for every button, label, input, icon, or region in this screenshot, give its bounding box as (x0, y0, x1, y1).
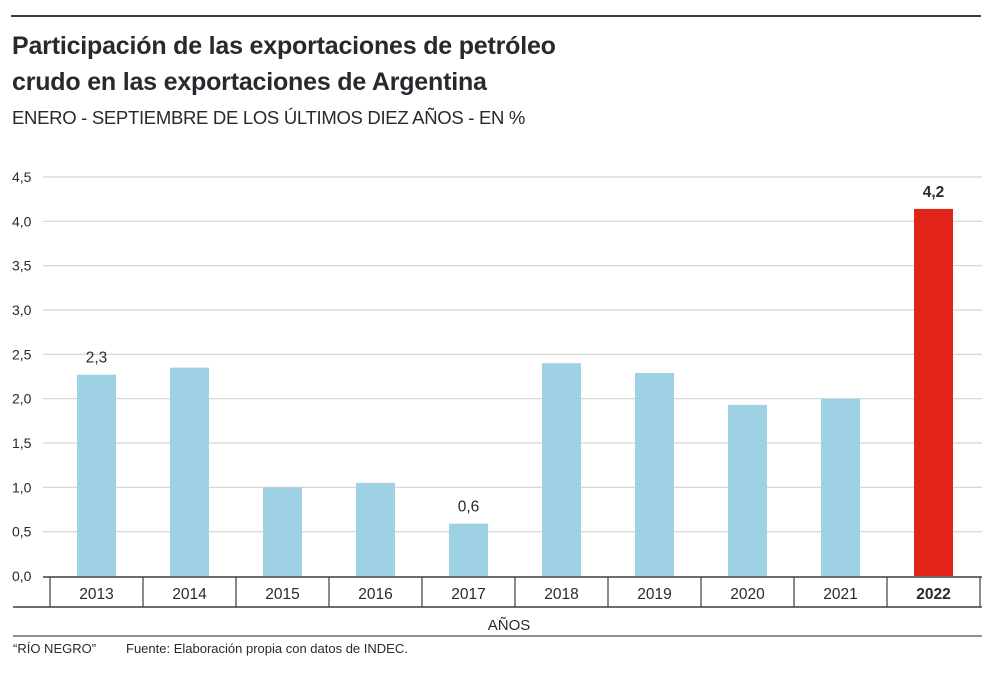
y-tick-label: 3,5 (12, 258, 32, 274)
bar-2022 (914, 208, 953, 577)
bar-2015 (263, 487, 302, 576)
y-tick-label: 4,0 (12, 213, 32, 229)
y-tick-label: 2,5 (12, 346, 32, 362)
bar-2016 (356, 482, 395, 576)
bar-2014 (170, 367, 209, 576)
x-tick-label-2020: 2020 (730, 586, 765, 603)
credit-text: “RÍO NEGRO” (13, 641, 97, 656)
bar-2020 (728, 404, 767, 576)
y-tick-label: 0,0 (12, 568, 32, 584)
x-tick-label-2019: 2019 (637, 586, 671, 603)
chart-title-line-2: crudo en las exportaciones de Argentina (12, 68, 487, 96)
x-tick-label-2022: 2022 (916, 586, 950, 603)
x-tick-label-2016: 2016 (358, 586, 392, 603)
y-tick-label: 1,0 (12, 479, 32, 495)
y-tick-label: 2,0 (12, 391, 32, 407)
bar-2018 (542, 363, 581, 576)
data-label-2022: 4,2 (923, 184, 945, 201)
bars (77, 208, 953, 577)
x-tick-label-2014: 2014 (172, 586, 207, 603)
source-text: Fuente: Elaboración propia con datos de … (126, 641, 408, 656)
x-axis-title: AÑOS (488, 617, 531, 634)
data-labels: 2,3 0,6 4,2 (86, 184, 945, 516)
top-rule (11, 15, 981, 17)
x-tick-label-2013: 2013 (79, 586, 113, 603)
data-label-2013: 2,3 (86, 350, 108, 367)
y-tick-label: 3,0 (12, 302, 32, 318)
y-tick-label: 0,5 (12, 524, 32, 540)
chart-title-line-1: Participación de las exportaciones de pe… (12, 32, 556, 60)
x-tick-label-2015: 2015 (265, 586, 299, 603)
bar-2017 (449, 523, 488, 576)
bar-2019 (635, 372, 674, 576)
x-tick-label-2021: 2021 (823, 586, 857, 603)
y-axis-ticks: 0,0 0,5 1,0 1,5 2,0 2,5 3,0 3,5 4,0 4,5 (12, 169, 32, 584)
bar-2021 (821, 398, 860, 576)
y-tick-label: 4,5 (12, 169, 32, 185)
chart-title: Participación de las exportaciones de pe… (12, 28, 912, 100)
x-tick-label-2017: 2017 (451, 586, 485, 603)
x-tick-label-2018: 2018 (544, 586, 578, 603)
data-label-2017: 0,6 (458, 499, 480, 516)
x-axis: 2013 2014 2015 2016 2017 2018 2019 2020 2021 2022… (13, 576, 982, 637)
chart-subtitle: ENERO - SEPTIEMBRE DE LOS ÚLTIMOS DIEZ A… (12, 107, 526, 128)
bar-2013 (77, 374, 116, 576)
y-tick-label: 1,5 (12, 435, 32, 451)
